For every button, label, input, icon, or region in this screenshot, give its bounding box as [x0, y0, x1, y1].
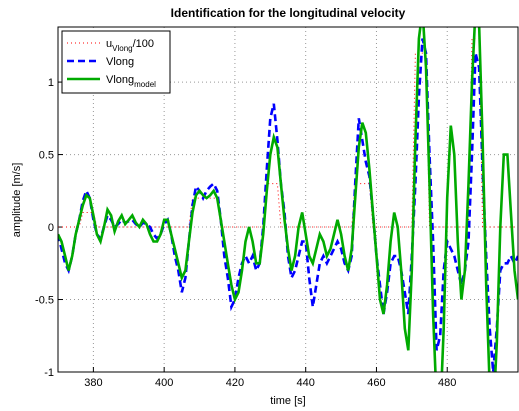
y-tick-label: 0: [48, 222, 54, 234]
y-tick-label: 0.5: [39, 150, 54, 162]
series-line: [58, 27, 518, 372]
plot-frame: [57, 26, 519, 373]
x-tick-label: 440: [297, 377, 315, 389]
legend-label: Vlong: [106, 56, 134, 68]
legend-label: uVlong/100: [106, 38, 154, 53]
x-tick-label: 400: [155, 377, 173, 389]
x-tick-label: 420: [226, 377, 244, 389]
plot-lines: [58, 27, 518, 372]
y-tick-label: 1: [48, 77, 54, 89]
x-tick-label: 380: [84, 377, 102, 389]
legend-label: Vlongmodel: [106, 74, 156, 89]
legend-label-part: /100: [133, 38, 154, 50]
y-tick-label: -0.5: [35, 295, 54, 307]
x-tick-label: 480: [438, 377, 456, 389]
x-axis-label: time [s]: [270, 395, 305, 407]
legend-label-part: Vlong: [106, 56, 134, 68]
chart-title: Identification for the longitudinal velo…: [171, 6, 406, 20]
legend-label-part: Vlong: [112, 44, 132, 53]
legend-label-part: u: [106, 38, 112, 50]
legend-label-part: Vlong: [106, 74, 134, 86]
y-axis-label: amplitude [m/s]: [11, 163, 23, 238]
x-tick-label: 460: [367, 377, 385, 389]
y-tick-label: -1: [44, 367, 54, 379]
legend-label-part: model: [134, 80, 156, 89]
